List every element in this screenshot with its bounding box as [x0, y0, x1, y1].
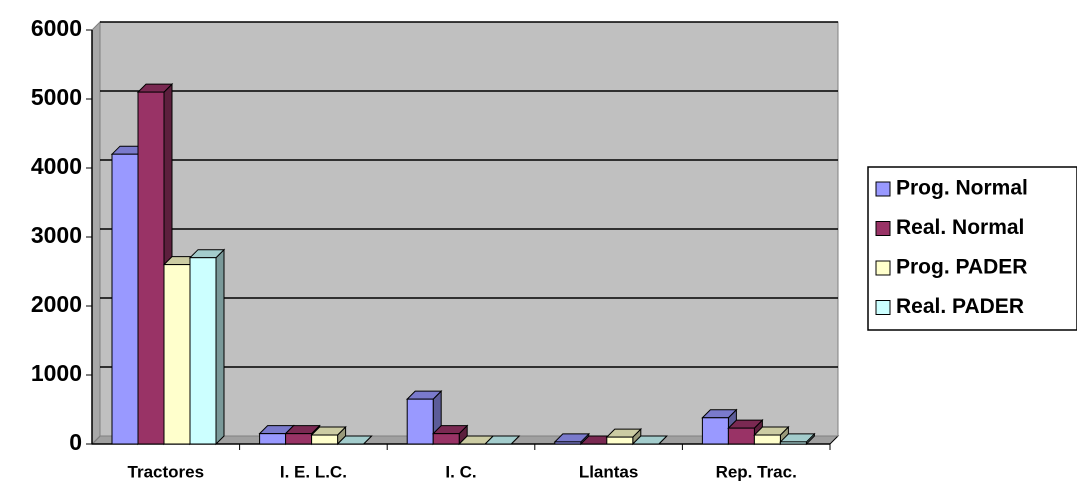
bar — [259, 433, 287, 445]
bar — [163, 264, 191, 445]
y-tick-label: 0 — [69, 429, 82, 455]
bar — [432, 433, 460, 445]
x-tick-label: Llantas — [579, 462, 639, 481]
legend-swatch — [875, 181, 891, 197]
y-tick-label: 5000 — [31, 84, 82, 110]
bar — [753, 434, 781, 445]
bar — [779, 441, 807, 445]
bar-top — [336, 435, 373, 445]
legend-label: Real. PADER — [896, 295, 1024, 318]
y-tick-label: 6000 — [31, 15, 82, 41]
bar — [111, 153, 139, 445]
bar-top — [483, 435, 521, 445]
bar — [285, 433, 313, 445]
y-tick-label: 2000 — [31, 291, 82, 317]
bar — [406, 398, 434, 445]
y-tick-label: 3000 — [31, 222, 82, 248]
y-tick-label: 4000 — [31, 153, 82, 179]
x-tick-label: Tractores — [128, 462, 205, 481]
side-wall — [91, 20, 101, 446]
legend-swatch — [875, 260, 891, 276]
legend-label: Prog. PADER — [896, 256, 1027, 279]
legend-label: Prog. Normal — [896, 177, 1028, 200]
bar-side — [215, 248, 225, 446]
x-tick-label: Rep. Trac. — [716, 462, 797, 481]
bar — [701, 417, 729, 445]
x-tick-label: I. C. — [445, 462, 476, 481]
bar — [311, 434, 339, 445]
y-tick-label: 1000 — [31, 360, 82, 386]
bar — [606, 436, 634, 445]
legend-label: Real. Normal — [896, 216, 1024, 239]
legend — [867, 166, 1077, 331]
bar — [137, 91, 165, 445]
bar — [189, 257, 217, 445]
bar — [554, 441, 582, 445]
legend-swatch — [875, 221, 891, 236]
x-tick-label: I. E. L.C. — [280, 462, 347, 481]
bar-top — [631, 435, 669, 445]
legend-swatch — [875, 300, 891, 315]
bar — [727, 427, 755, 445]
